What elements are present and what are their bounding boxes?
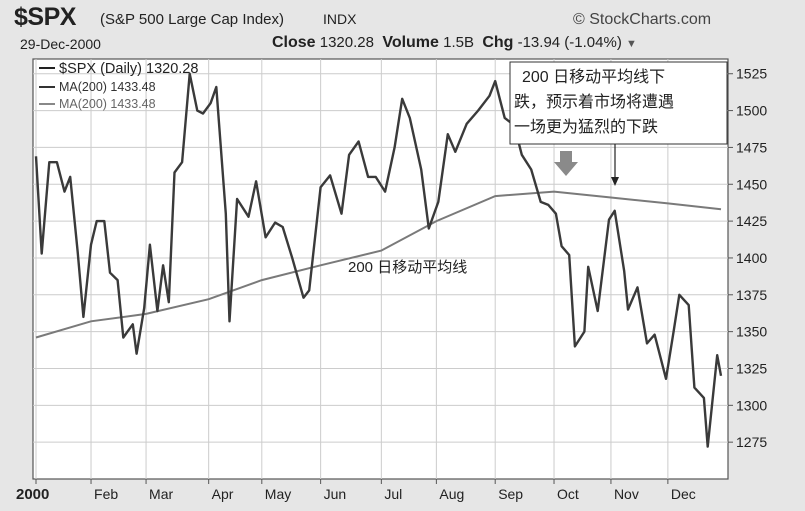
annotation-box-frame (509, 61, 728, 145)
x-tick-label: Nov (614, 486, 639, 502)
legend-ma2: MA(200) 1433.48 (59, 97, 156, 111)
x-axis: 2000 Feb Mar Apr May Jun Jul Aug Sep Oct Nov Dec (16, 479, 696, 503)
down-arrow-icon (554, 151, 578, 176)
y-tick-label: 1300 (736, 397, 767, 413)
ma-200-line (35, 190, 722, 339)
x-tick-label: Mar (149, 486, 173, 502)
brand: © StockCharts.com (573, 11, 711, 29)
dropdown-arrow-icon[interactable]: ▼ (625, 38, 637, 50)
chg-label: Chg (482, 34, 514, 51)
x-tick-label: Sep (498, 486, 523, 502)
volume-value: 1.5B (443, 34, 474, 51)
legend-ma1: MA(200) 1433.48 (59, 80, 156, 94)
annotation-line-3: 一场更为猛烈的下跌 (514, 118, 658, 136)
y-axis: 1275 1300 1325 1350 1375 1400 1425 1450 1475 1500… (728, 66, 767, 450)
annotation-box: 200 日移动平均线下 跌，预示着市场将遭遇 一场更为猛烈的下跌 (509, 61, 728, 186)
legend-price: $SPX (Daily) 1320.28 (59, 61, 198, 77)
annotation-pointer-head (611, 177, 619, 186)
chart-date: 29-Dec-2000 (20, 36, 101, 52)
chg-value: -13.94 (-1.04%) (517, 34, 622, 51)
close-label: Close (272, 34, 316, 51)
x-tick-label: Feb (94, 486, 118, 502)
y-tick-label: 1400 (736, 250, 767, 266)
annotation-line-2: 跌，预示着市场将遭遇 (514, 93, 674, 111)
y-tick-label: 1450 (736, 176, 767, 192)
stats-line: Close 1320.28 Volume 1.5B Chg -13.94 (-1… (272, 34, 637, 52)
index-name: (S&P 500 Large Cap Index) (100, 11, 285, 28)
x-tick-label: Apr (212, 486, 234, 502)
y-tick-label: 1350 (736, 324, 767, 340)
x-tick-label: 2000 (16, 486, 49, 503)
ma-label: 200 日移动平均线 (348, 259, 467, 276)
x-tick-label: Oct (557, 486, 579, 502)
y-tick-label: 1325 (736, 360, 767, 376)
price-line (34, 72, 723, 448)
volume-label: Volume (382, 34, 439, 51)
y-tick-label: 1375 (736, 287, 767, 303)
x-tick-label: Jun (324, 486, 347, 502)
copyright-icon: © (573, 11, 585, 28)
x-tick-label: Dec (671, 486, 696, 502)
y-tick-label: 1275 (736, 434, 767, 450)
ticker-symbol: $SPX (14, 3, 76, 31)
y-tick-label: 1475 (736, 139, 767, 155)
annotation-line-1: 200 日移动平均线下 (522, 68, 665, 86)
close-value: 1320.28 (319, 34, 374, 51)
x-tick-label: Aug (439, 486, 464, 502)
y-tick-label: 1425 (736, 213, 767, 229)
legend: $SPX (Daily) 1320.28 MA(200) 1433.48 MA(… (39, 61, 198, 111)
brand-name: StockCharts.com (589, 11, 712, 28)
y-tick-label: 1500 (736, 103, 767, 119)
x-tick-label: May (265, 486, 291, 502)
x-tick-label: Jul (384, 486, 402, 502)
chart-header: $SPX (S&P 500 Large Cap Index) INDX © St… (0, 0, 805, 58)
y-tick-label: 1525 (736, 66, 767, 82)
exchange-label: INDX (323, 11, 357, 27)
